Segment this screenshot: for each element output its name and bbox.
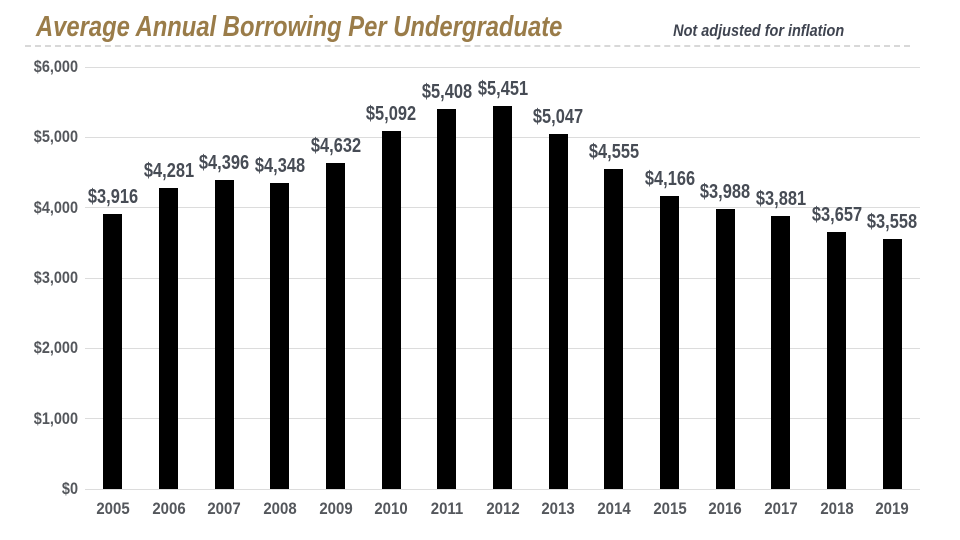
bar-value-label-2013: $5,047	[533, 106, 584, 129]
bar-2017	[771, 216, 791, 489]
y-tick-label-1000: $1,000	[33, 408, 78, 428]
x-tick-label-2018: 2018	[819, 499, 854, 518]
x-tick-label-2012: 2012	[485, 499, 520, 518]
bar-value-label-2019: $3,558	[867, 210, 918, 233]
bar-2018	[827, 231, 846, 489]
bar-value-label-2015: $4,166	[644, 167, 695, 190]
x-tick-label-2015: 2015	[652, 499, 687, 518]
bar-2012	[493, 105, 512, 489]
x-tick-label-2008: 2008	[263, 499, 297, 518]
bar-value-label-2010: $5,092	[366, 102, 417, 125]
bar-value-label-2018: $3,657	[811, 203, 862, 226]
bar-2007	[214, 179, 234, 489]
chart-title: Average Annual Borrowing Per Undergradua…	[36, 11, 563, 43]
x-tick-label-2014: 2014	[597, 499, 631, 518]
x-tick-label-2013: 2013	[541, 499, 575, 518]
bar-2008	[270, 183, 290, 489]
gridline-6000	[85, 66, 920, 68]
bar-value-label-2005: $3,916	[87, 185, 138, 208]
bar-2016	[715, 208, 735, 489]
bar-value-label-2011: $5,408	[421, 80, 472, 103]
bar-2006	[159, 187, 178, 489]
bar-value-label-2008: $4,348	[254, 155, 305, 178]
bar-value-label-2012: $5,451	[477, 77, 528, 100]
x-tick-label-2011: 2011	[430, 499, 464, 518]
bar-value-label-2017: $3,881	[755, 188, 806, 211]
y-tick-label-0: $0	[61, 479, 78, 498]
bar-value-label-2016: $3,988	[700, 180, 751, 203]
x-tick-label-2019: 2019	[875, 499, 909, 518]
x-tick-label-2005: 2005	[96, 499, 130, 518]
gridline-0	[85, 488, 920, 490]
x-tick-label-2009: 2009	[318, 499, 353, 518]
y-tick-label-6000: $6,000	[33, 57, 78, 76]
y-tick-label-4000: $4,000	[33, 197, 78, 217]
inflation-note: Not adjusted for inflation	[673, 21, 844, 40]
bar-2010	[381, 130, 401, 489]
bar-2019	[882, 238, 902, 489]
x-tick-label-2006: 2006	[151, 499, 186, 518]
x-tick-label-2010: 2010	[374, 499, 408, 518]
y-tick-label-3000: $3,000	[33, 268, 78, 287]
bar-2015	[660, 195, 679, 489]
y-tick-label-5000: $5,000	[33, 127, 78, 147]
title-divider-dashed-rule	[25, 45, 910, 47]
bar-2013	[548, 134, 568, 489]
bar-value-label-2007: $4,396	[199, 151, 250, 174]
bar-2014	[604, 168, 624, 489]
y-tick-label-2000: $2,000	[33, 338, 78, 358]
bar-value-label-2014: $4,555	[588, 140, 639, 163]
bar-value-label-2006: $4,281	[143, 159, 194, 182]
bar-2009	[326, 163, 345, 489]
bar-2011	[437, 108, 457, 489]
bar-value-label-2009: $4,632	[310, 135, 361, 158]
x-tick-label-2017: 2017	[764, 499, 798, 518]
x-tick-label-2016: 2016	[708, 499, 742, 518]
x-tick-label-2007: 2007	[207, 499, 241, 518]
bar-2005	[103, 213, 123, 489]
